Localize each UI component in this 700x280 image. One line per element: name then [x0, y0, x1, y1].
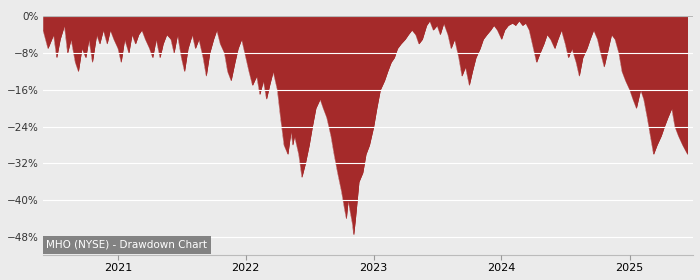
Text: MHO (NYSE) - Drawdown Chart: MHO (NYSE) - Drawdown Chart: [46, 240, 207, 250]
